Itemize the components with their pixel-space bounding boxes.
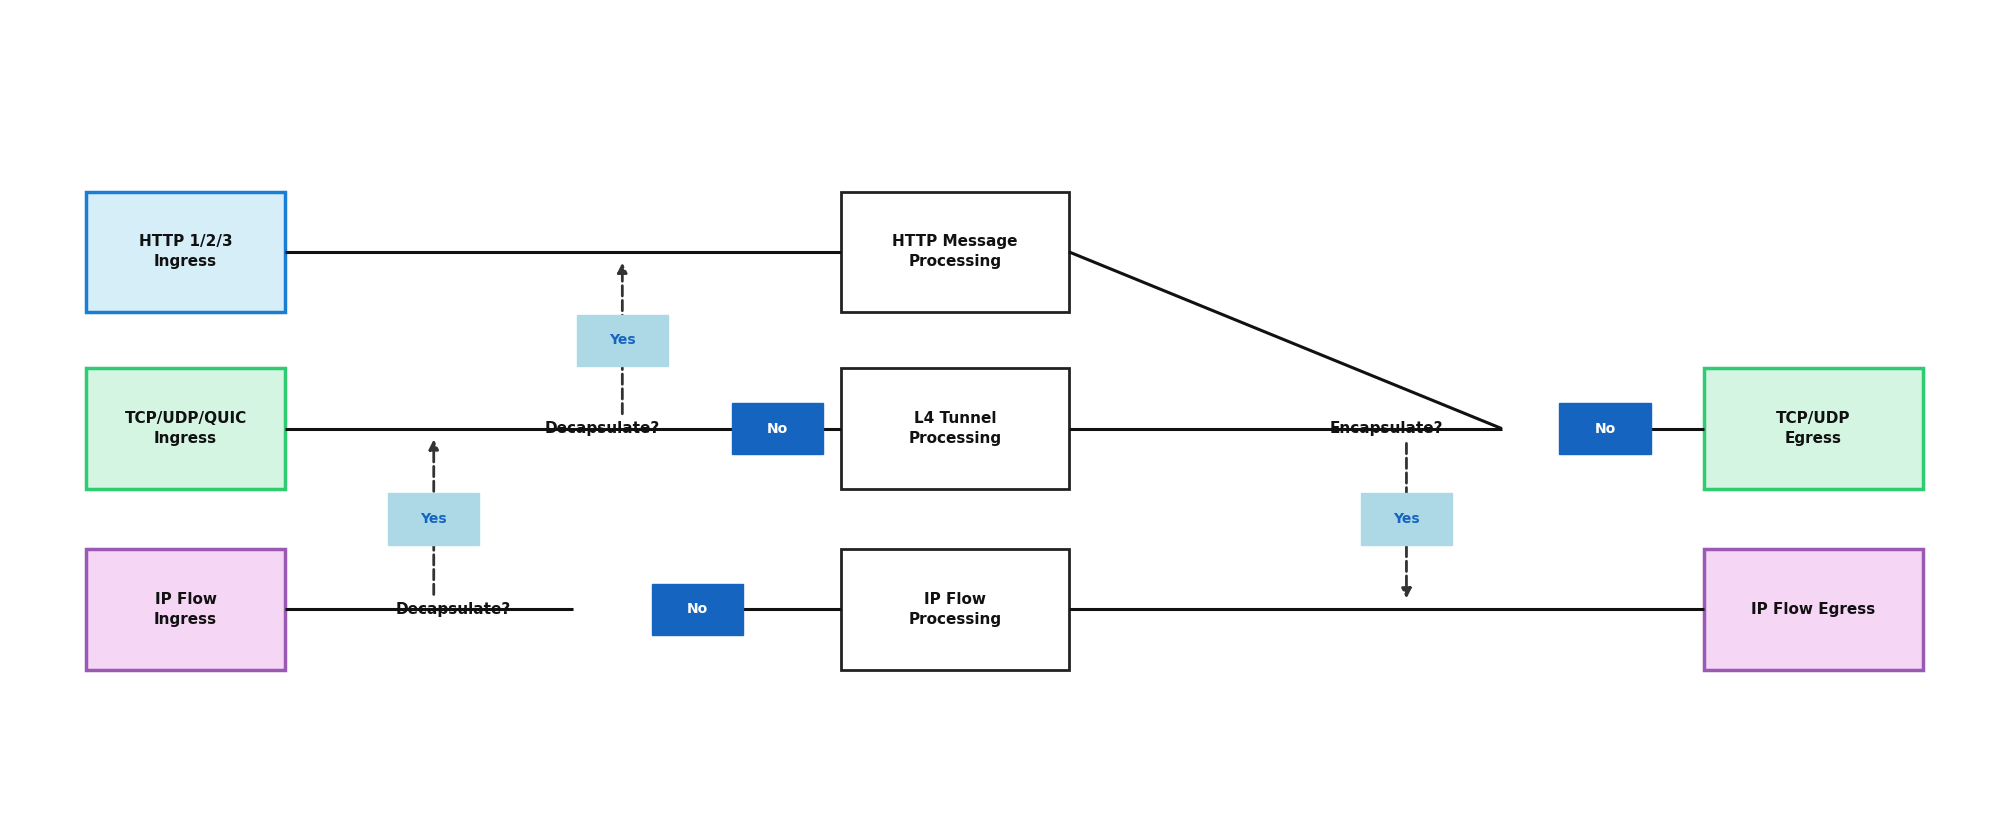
Text: TCP/UDP
Egress: TCP/UDP Egress: [1776, 411, 1850, 446]
FancyBboxPatch shape: [731, 403, 823, 454]
FancyBboxPatch shape: [1361, 493, 1451, 545]
Text: Yes: Yes: [609, 333, 635, 347]
Text: Yes: Yes: [420, 512, 448, 526]
Text: HTTP Message
Processing: HTTP Message Processing: [891, 234, 1017, 270]
Text: No: No: [765, 422, 787, 435]
FancyBboxPatch shape: [841, 192, 1069, 312]
Text: Yes: Yes: [1393, 512, 1419, 526]
FancyBboxPatch shape: [86, 192, 286, 312]
FancyBboxPatch shape: [841, 368, 1069, 489]
Text: L4 Tunnel
Processing: L4 Tunnel Processing: [907, 411, 1001, 446]
FancyBboxPatch shape: [651, 583, 743, 635]
FancyBboxPatch shape: [841, 549, 1069, 669]
FancyBboxPatch shape: [1704, 549, 1922, 669]
FancyBboxPatch shape: [86, 549, 286, 669]
Text: Decapsulate?: Decapsulate?: [545, 421, 659, 436]
Text: No: No: [1594, 422, 1614, 435]
Text: IP Flow Egress: IP Flow Egress: [1750, 602, 1874, 617]
FancyBboxPatch shape: [388, 493, 480, 545]
FancyBboxPatch shape: [1704, 368, 1922, 489]
Text: IP Flow
Processing: IP Flow Processing: [907, 592, 1001, 627]
Text: Decapsulate?: Decapsulate?: [396, 602, 511, 617]
FancyBboxPatch shape: [575, 315, 667, 366]
Text: HTTP 1/2/3
Ingress: HTTP 1/2/3 Ingress: [138, 234, 232, 270]
Text: No: No: [687, 602, 707, 616]
Text: Encapsulate?: Encapsulate?: [1329, 421, 1443, 436]
FancyBboxPatch shape: [1558, 403, 1650, 454]
Text: TCP/UDP/QUIC
Ingress: TCP/UDP/QUIC Ingress: [124, 411, 246, 446]
FancyBboxPatch shape: [86, 368, 286, 489]
Text: IP Flow
Ingress: IP Flow Ingress: [154, 592, 218, 627]
